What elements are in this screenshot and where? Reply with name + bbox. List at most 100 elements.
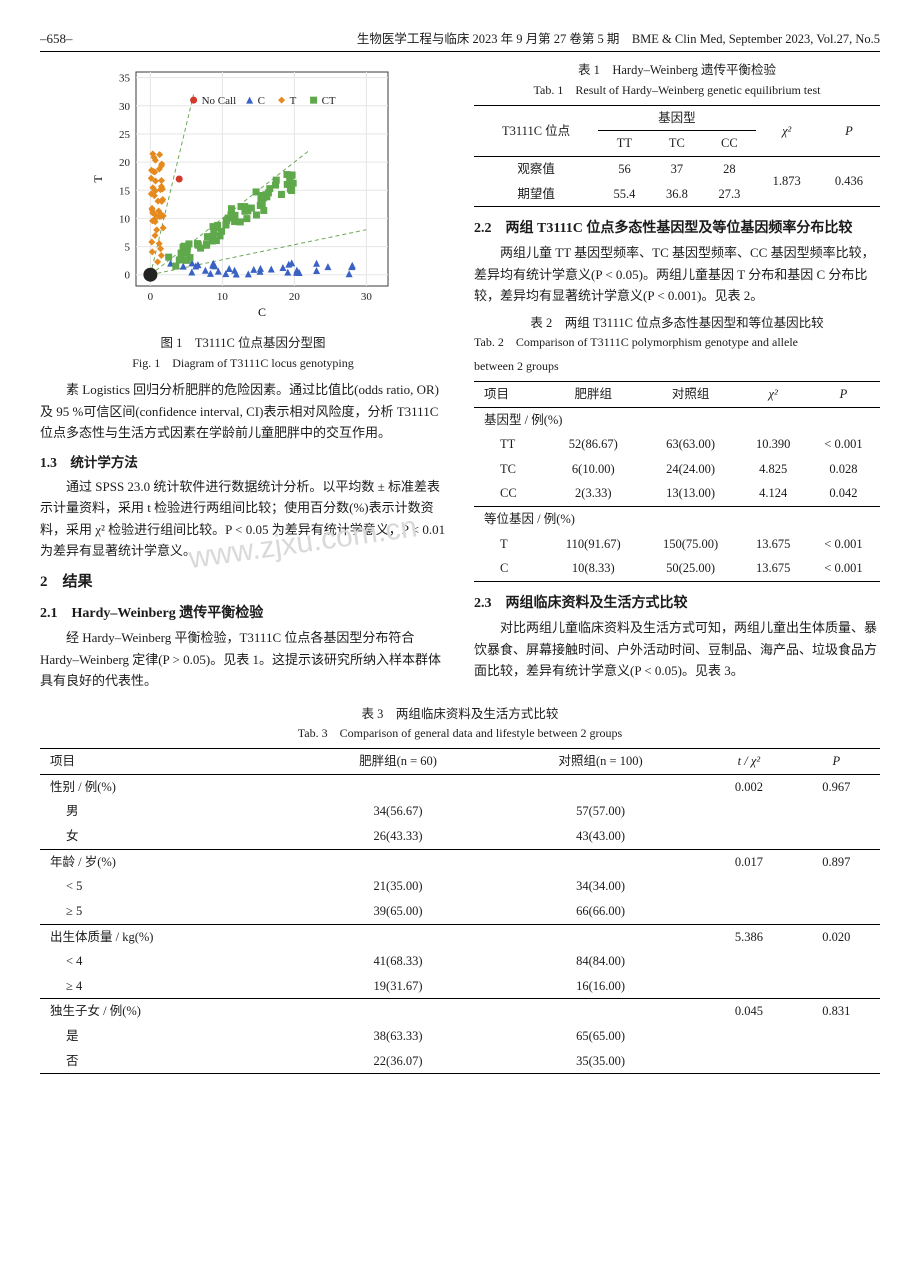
t3-g3-stat: 0.045	[705, 999, 792, 1024]
t1-r0c0: 观察值	[474, 157, 598, 182]
running-head: 生物医学工程与临床 2023 年 9 月第 27 卷第 5 期 BME & Cl…	[357, 29, 880, 50]
t2-r1-1-4: 0.028	[807, 457, 880, 482]
svg-text:5: 5	[125, 242, 131, 254]
svg-text:0: 0	[125, 270, 131, 282]
t1-r1c0: 期望值	[474, 182, 598, 207]
table-3-caption-en: Tab. 3 Comparison of general data and li…	[40, 724, 880, 744]
t2-r1-0-4: < 0.001	[807, 432, 880, 457]
svg-text:C: C	[258, 305, 266, 319]
svg-text:T: T	[91, 175, 105, 183]
t3-g3-r1-2: 35(35.00)	[496, 1049, 705, 1074]
t3-g0-r1-2: 43(43.00)	[496, 824, 705, 849]
table-2-caption-en2: between 2 groups	[474, 357, 880, 377]
t2-r1-1-0: TC	[474, 457, 545, 482]
svg-text:30: 30	[119, 101, 131, 113]
svg-text:15: 15	[119, 186, 131, 198]
table-2: 项目肥胖组对照组χ²P基因型 / 例(%)TT52(86.67)63(63.00…	[474, 381, 880, 582]
t2-r1-1-3: 4.825	[739, 457, 806, 482]
intro-para: 素 Logistics 回归分析肥胖的危险因素。通过比值比(odds ratio…	[40, 379, 446, 443]
svg-text:10: 10	[119, 214, 131, 226]
svg-text:T: T	[290, 96, 297, 108]
right-column: 表 1 Hardy–Weinberg 遗传平衡检验 Tab. 1 Result …	[474, 60, 880, 693]
t2-sec1: 基因型 / 例(%)	[474, 407, 880, 432]
para-2-1: 经 Hardy–Weinberg 平衡检验，T3111C 位点各基因型分布符合 …	[40, 627, 446, 691]
t2-r2-1-3: 13.675	[739, 556, 806, 581]
running-header: –658– 生物医学工程与临床 2023 年 9 月第 27 卷第 5 期 BM…	[40, 28, 880, 52]
t2-r2-0-1: 110(91.67)	[545, 532, 642, 557]
t3-g3-r1-0: 否	[40, 1049, 300, 1074]
svg-text:No Call: No Call	[202, 96, 237, 108]
t3-g0-p: 0.967	[793, 774, 880, 799]
t1-r1c3: 27.3	[703, 182, 755, 207]
heading-2: 2 结果	[40, 570, 446, 595]
t3-h2: 对照组(n = 100)	[496, 749, 705, 775]
left-column: 010203005101520253035CTNo CallCTCT 图 1 T…	[40, 60, 446, 693]
t2-r1-2-4: 0.042	[807, 481, 880, 506]
t2-h3: χ²	[739, 381, 806, 407]
t3-h4: P	[793, 749, 880, 775]
t1-h3: CC	[703, 131, 755, 157]
t2-r1-1-2: 24(24.00)	[642, 457, 740, 482]
t3-g3-lab: 独生子女 / 例(%)	[40, 999, 300, 1024]
t1-h5: P	[818, 105, 880, 156]
svg-text:20: 20	[119, 158, 131, 170]
table-1: T3111C 位点 基因型 χ² P TT TC CC 观察值 56 37 28…	[474, 105, 880, 208]
t1-colgroup: 基因型	[598, 105, 755, 131]
t2-r1-2-3: 4.124	[739, 481, 806, 506]
heading-1-3: 1.3 统计学方法	[40, 452, 446, 474]
svg-text:C: C	[258, 96, 265, 108]
t3-g0-stat: 0.002	[705, 774, 792, 799]
t3-g0-r0-1: 34(56.67)	[300, 799, 496, 824]
table-2-caption-cn: 表 2 两组 T3111C 位点多态性基因型和等位基因比较	[474, 313, 880, 334]
t3-g1-r0-0: < 5	[40, 874, 300, 899]
para-2-2: 两组儿童 TT 基因型频率、TC 基因型频率、CC 基因型频率比较，差异均有统计…	[474, 242, 880, 306]
t3-g1-r0-1: 21(35.00)	[300, 874, 496, 899]
t3-g1-r1-1: 39(65.00)	[300, 899, 496, 924]
figure-1-caption-en: Fig. 1 Diagram of T3111C locus genotypin…	[40, 354, 446, 374]
t1-p: 0.436	[818, 157, 880, 207]
t2-r1-0-2: 63(63.00)	[642, 432, 740, 457]
figure-1-svg: 010203005101520253035CTNo CallCTCT	[88, 62, 398, 322]
t3-g2-r1-0: ≥ 4	[40, 974, 300, 999]
t3-g2-r1-2: 16(16.00)	[496, 974, 705, 999]
t3-h1: 肥胖组(n = 60)	[300, 749, 496, 775]
t1-h1: TT	[598, 131, 650, 157]
t2-r1-2-1: 2(3.33)	[545, 481, 642, 506]
t2-h2: 对照组	[642, 381, 740, 407]
t3-g2-stat: 5.386	[705, 924, 792, 949]
t2-r2-1-0: C	[474, 556, 545, 581]
t1-r0c1: 56	[598, 157, 650, 182]
table-3-caption-cn: 表 3 两组临床资料及生活方式比较	[40, 704, 880, 725]
svg-text:25: 25	[119, 129, 131, 141]
t1-r1c1: 55.4	[598, 182, 650, 207]
t2-r2-1-4: < 0.001	[807, 556, 880, 581]
t3-g3-r1-1: 22(36.07)	[300, 1049, 496, 1074]
t2-r1-0-0: TT	[474, 432, 545, 457]
t1-h0: T3111C 位点	[474, 105, 598, 156]
t1-h2: TC	[651, 131, 703, 157]
table-1-caption-cn: 表 1 Hardy–Weinberg 遗传平衡检验	[474, 60, 880, 81]
t3-g2-lab: 出生体质量 / kg(%)	[40, 924, 300, 949]
t3-g0-r0-0: 男	[40, 799, 300, 824]
figure-1: 010203005101520253035CTNo CallCTCT 图 1 T…	[40, 62, 446, 373]
svg-text:10: 10	[217, 291, 229, 303]
svg-text:0: 0	[148, 291, 154, 303]
t3-g2-r0-2: 84(84.00)	[496, 949, 705, 974]
t3-g0-r0-2: 57(57.00)	[496, 799, 705, 824]
table-1-caption-en: Tab. 1 Result of Hardy–Weinberg genetic …	[474, 81, 880, 101]
svg-text:30: 30	[361, 291, 373, 303]
figure-1-caption-cn: 图 1 T3111C 位点基因分型图	[40, 333, 446, 354]
table-2-caption-en1: Tab. 2 Comparison of T3111C polymorphism…	[474, 333, 880, 353]
para-1-3: 通过 SPSS 23.0 统计软件进行数据统计分析。以平均数 ± 标准差表示计量…	[40, 476, 446, 562]
t2-r2-1-2: 50(25.00)	[642, 556, 740, 581]
t3-g3-p: 0.831	[793, 999, 880, 1024]
t3-g2-r0-0: < 4	[40, 949, 300, 974]
t2-r2-0-0: T	[474, 532, 545, 557]
t3-g0-lab: 性别 / 例(%)	[40, 774, 300, 799]
t3-g1-stat: 0.017	[705, 849, 792, 874]
svg-text:CT: CT	[322, 96, 336, 108]
table-3: 项目肥胖组(n = 60)对照组(n = 100)t / χ²P性别 / 例(%…	[40, 748, 880, 1074]
t2-r1-1-1: 6(10.00)	[545, 457, 642, 482]
heading-2-1: 2.1 Hardy–Weinberg 遗传平衡检验	[40, 602, 446, 625]
t2-r2-0-4: < 0.001	[807, 532, 880, 557]
